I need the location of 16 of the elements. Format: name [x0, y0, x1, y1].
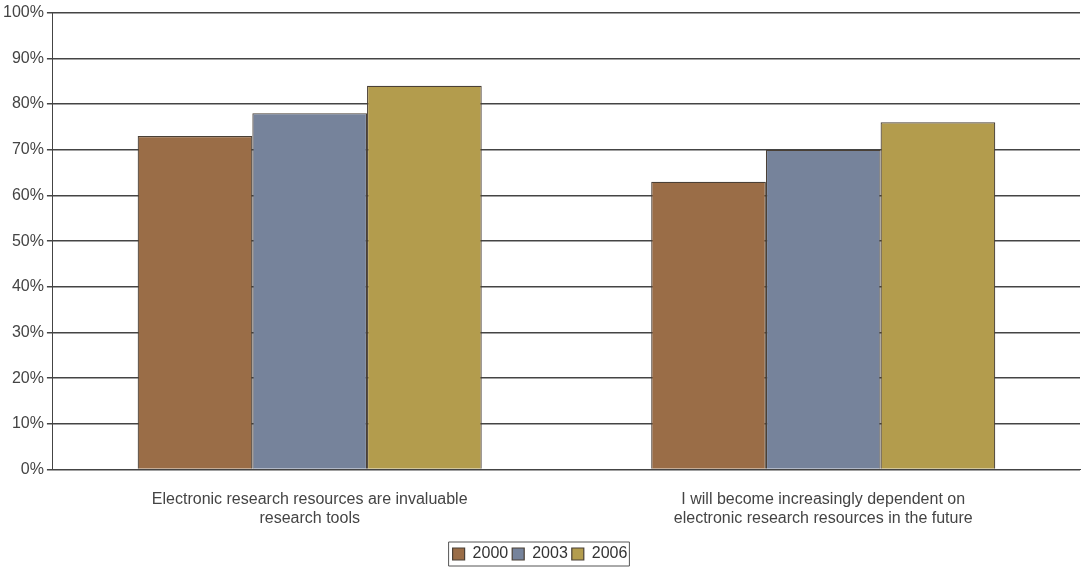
y-tick-label: 0% — [20, 460, 44, 478]
y-tick-label: 40% — [11, 277, 44, 295]
legend-label: 2003 — [532, 544, 568, 562]
legend-label: 2006 — [591, 544, 628, 562]
y-tick-label: 70% — [11, 140, 44, 158]
y-tick-label: 30% — [11, 322, 44, 340]
y-tick-label: 100% — [3, 3, 44, 21]
y-tick-label: 20% — [11, 368, 44, 386]
y-tick-label: 90% — [11, 48, 44, 66]
x-tick-label: I will become increasingly dependent on electronic research resources in the future — [673, 489, 973, 526]
y-tick-label: 60% — [11, 185, 44, 203]
y-tick-label: 50% — [11, 231, 44, 249]
y-tick-label: 80% — [11, 94, 44, 112]
x-tick-label: Electronic research resources are invaluable research tools — [151, 489, 468, 526]
y-tick-label: 10% — [11, 414, 44, 432]
legend-label: 2000 — [472, 544, 509, 562]
